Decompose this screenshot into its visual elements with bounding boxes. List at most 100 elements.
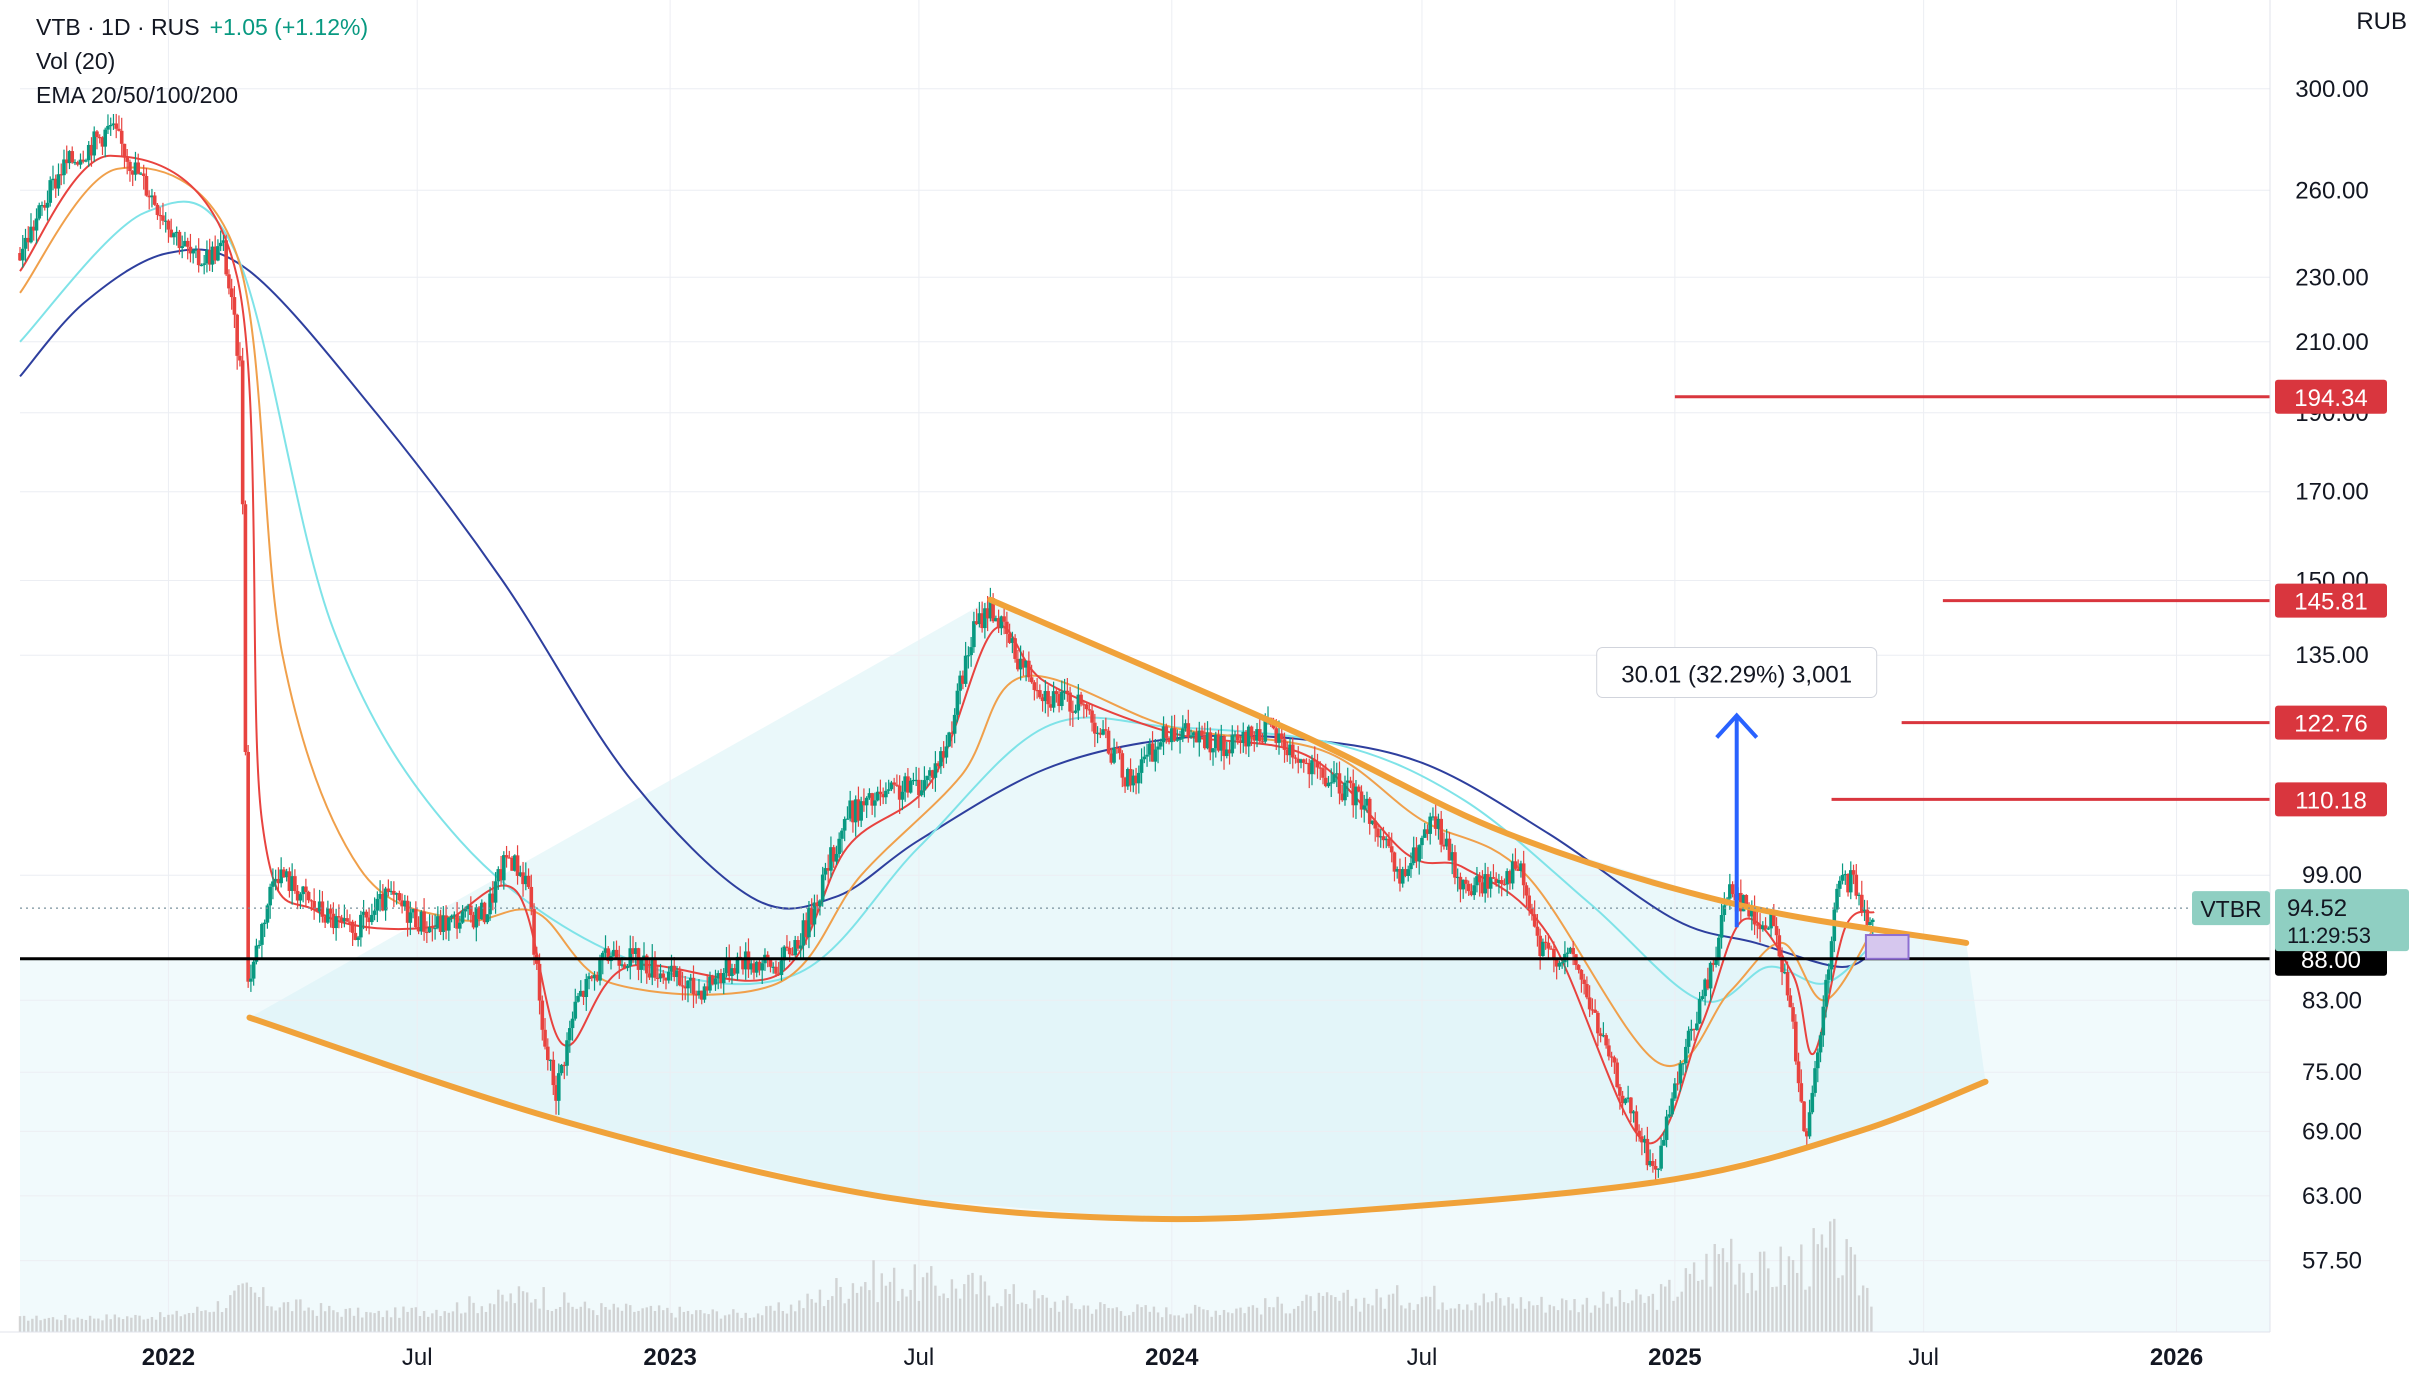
volume-bar bbox=[1470, 1310, 1473, 1332]
price-tick-label: 170.00 bbox=[2295, 479, 2368, 506]
candle-body bbox=[1005, 621, 1009, 634]
candle-body bbox=[1788, 995, 1793, 1008]
candle-body bbox=[1246, 726, 1251, 747]
lower-trendline bbox=[246, 1014, 1989, 1223]
volume-bar bbox=[810, 1299, 813, 1332]
legend-ema[interactable]: EMA 20/50/100/200 bbox=[36, 82, 239, 108]
volume-bar bbox=[361, 1317, 364, 1332]
candle-body bbox=[158, 214, 162, 217]
candle-body bbox=[675, 970, 679, 978]
volume-bar bbox=[183, 1314, 187, 1332]
candle-body bbox=[1095, 732, 1100, 734]
candle-body bbox=[1835, 888, 1839, 910]
volume-bar bbox=[290, 1311, 294, 1332]
volume-bar bbox=[814, 1302, 818, 1332]
volume-bar bbox=[175, 1310, 178, 1332]
candle-body bbox=[688, 977, 693, 981]
candle-body bbox=[364, 911, 369, 918]
candle-body bbox=[556, 1073, 561, 1101]
volume-bar bbox=[991, 1306, 995, 1332]
legend-volume[interactable]: Vol (20) bbox=[36, 48, 116, 74]
candle-body bbox=[963, 655, 968, 684]
volume-bar bbox=[270, 1306, 273, 1332]
volume-bar bbox=[1622, 1302, 1626, 1332]
volume-bar bbox=[1861, 1285, 1865, 1332]
candle-body bbox=[666, 971, 671, 981]
candle-body bbox=[1194, 732, 1199, 743]
candle-body bbox=[1060, 691, 1064, 707]
candle-body bbox=[513, 855, 517, 871]
volume-bar bbox=[666, 1307, 669, 1332]
volume-bar bbox=[678, 1306, 681, 1332]
trendlines[interactable] bbox=[246, 596, 1989, 1223]
candle-body bbox=[1156, 746, 1160, 750]
candle-body bbox=[1178, 738, 1182, 740]
candle-body bbox=[548, 1059, 553, 1062]
volume-bar bbox=[1429, 1296, 1432, 1332]
candle-body bbox=[1475, 876, 1479, 886]
level-lines[interactable] bbox=[20, 395, 2270, 961]
volume-bar bbox=[789, 1304, 793, 1332]
candle-body bbox=[1664, 1116, 1669, 1140]
volume-bar bbox=[793, 1311, 797, 1332]
volume-bar bbox=[1391, 1293, 1395, 1332]
volume-bar bbox=[88, 1315, 92, 1332]
candle-body bbox=[532, 909, 536, 955]
candle-body bbox=[1684, 1046, 1688, 1064]
volume-bar bbox=[1754, 1290, 1758, 1332]
volume-bar bbox=[1445, 1309, 1448, 1332]
candle-body bbox=[1582, 979, 1586, 984]
volume-bar bbox=[381, 1317, 385, 1332]
measure-tool[interactable]: 30.01 (32.29%) 3,001 bbox=[1596, 647, 1878, 928]
legend-symbol[interactable]: VTB · 1D · RUS bbox=[36, 14, 200, 40]
candle-body bbox=[122, 143, 127, 158]
volume-bar bbox=[1169, 1314, 1172, 1332]
volume-bar bbox=[1321, 1295, 1325, 1332]
candle-body bbox=[1370, 820, 1375, 824]
volume-bar bbox=[332, 1310, 335, 1332]
candle-body bbox=[1205, 732, 1210, 749]
candle-body bbox=[163, 220, 168, 222]
candle-body bbox=[1323, 777, 1328, 787]
candle-body bbox=[386, 888, 391, 893]
candle-body bbox=[598, 960, 602, 981]
candle-body bbox=[1739, 892, 1743, 912]
candle-body bbox=[746, 951, 751, 970]
candle-body bbox=[1719, 915, 1724, 938]
volume-bar bbox=[1280, 1303, 1283, 1332]
time-axis[interactable]: 2022 Jul 2023 Jul 2024 Jul 2025 Jul 2026 bbox=[0, 1331, 2270, 1371]
candle-body bbox=[1439, 818, 1443, 845]
legend-symbol-row: VTB · 1D · RUS +1.05 (+1.12%) bbox=[36, 10, 368, 44]
candle-body bbox=[293, 876, 297, 892]
volume-bar bbox=[1758, 1251, 1762, 1332]
candle-body bbox=[977, 613, 982, 625]
volume-bar bbox=[1548, 1304, 1551, 1332]
volume-bar bbox=[1062, 1300, 1065, 1332]
volume-bar bbox=[1560, 1298, 1564, 1332]
volume-bar bbox=[674, 1317, 677, 1332]
candle-body bbox=[1420, 837, 1424, 846]
currency-label[interactable]: RUB bbox=[2356, 8, 2407, 35]
candle-body bbox=[1648, 1161, 1652, 1166]
candle-body bbox=[1846, 873, 1850, 893]
volume-bar bbox=[1870, 1306, 1873, 1332]
candle-body bbox=[807, 907, 811, 938]
volume-bar bbox=[530, 1302, 533, 1332]
volume-bar bbox=[274, 1310, 277, 1332]
candle-body bbox=[1068, 692, 1072, 712]
candle-body bbox=[1433, 816, 1438, 829]
candle-body bbox=[20, 248, 25, 261]
candle-body bbox=[1378, 836, 1383, 838]
volume-bar bbox=[521, 1291, 525, 1332]
volume-bar bbox=[410, 1307, 413, 1332]
volume-bar bbox=[1375, 1288, 1378, 1332]
volume-bar bbox=[1486, 1302, 1490, 1332]
candle-body bbox=[1367, 798, 1372, 824]
candle-body bbox=[603, 948, 608, 953]
level-tag-145.81-bg bbox=[2275, 583, 2387, 618]
volume-bar bbox=[843, 1303, 846, 1332]
volume-bar bbox=[1313, 1310, 1316, 1332]
chart-legend: VTB · 1D · RUS +1.05 (+1.12%) Vol (20) EM… bbox=[36, 10, 368, 112]
candle-body bbox=[1241, 731, 1246, 743]
